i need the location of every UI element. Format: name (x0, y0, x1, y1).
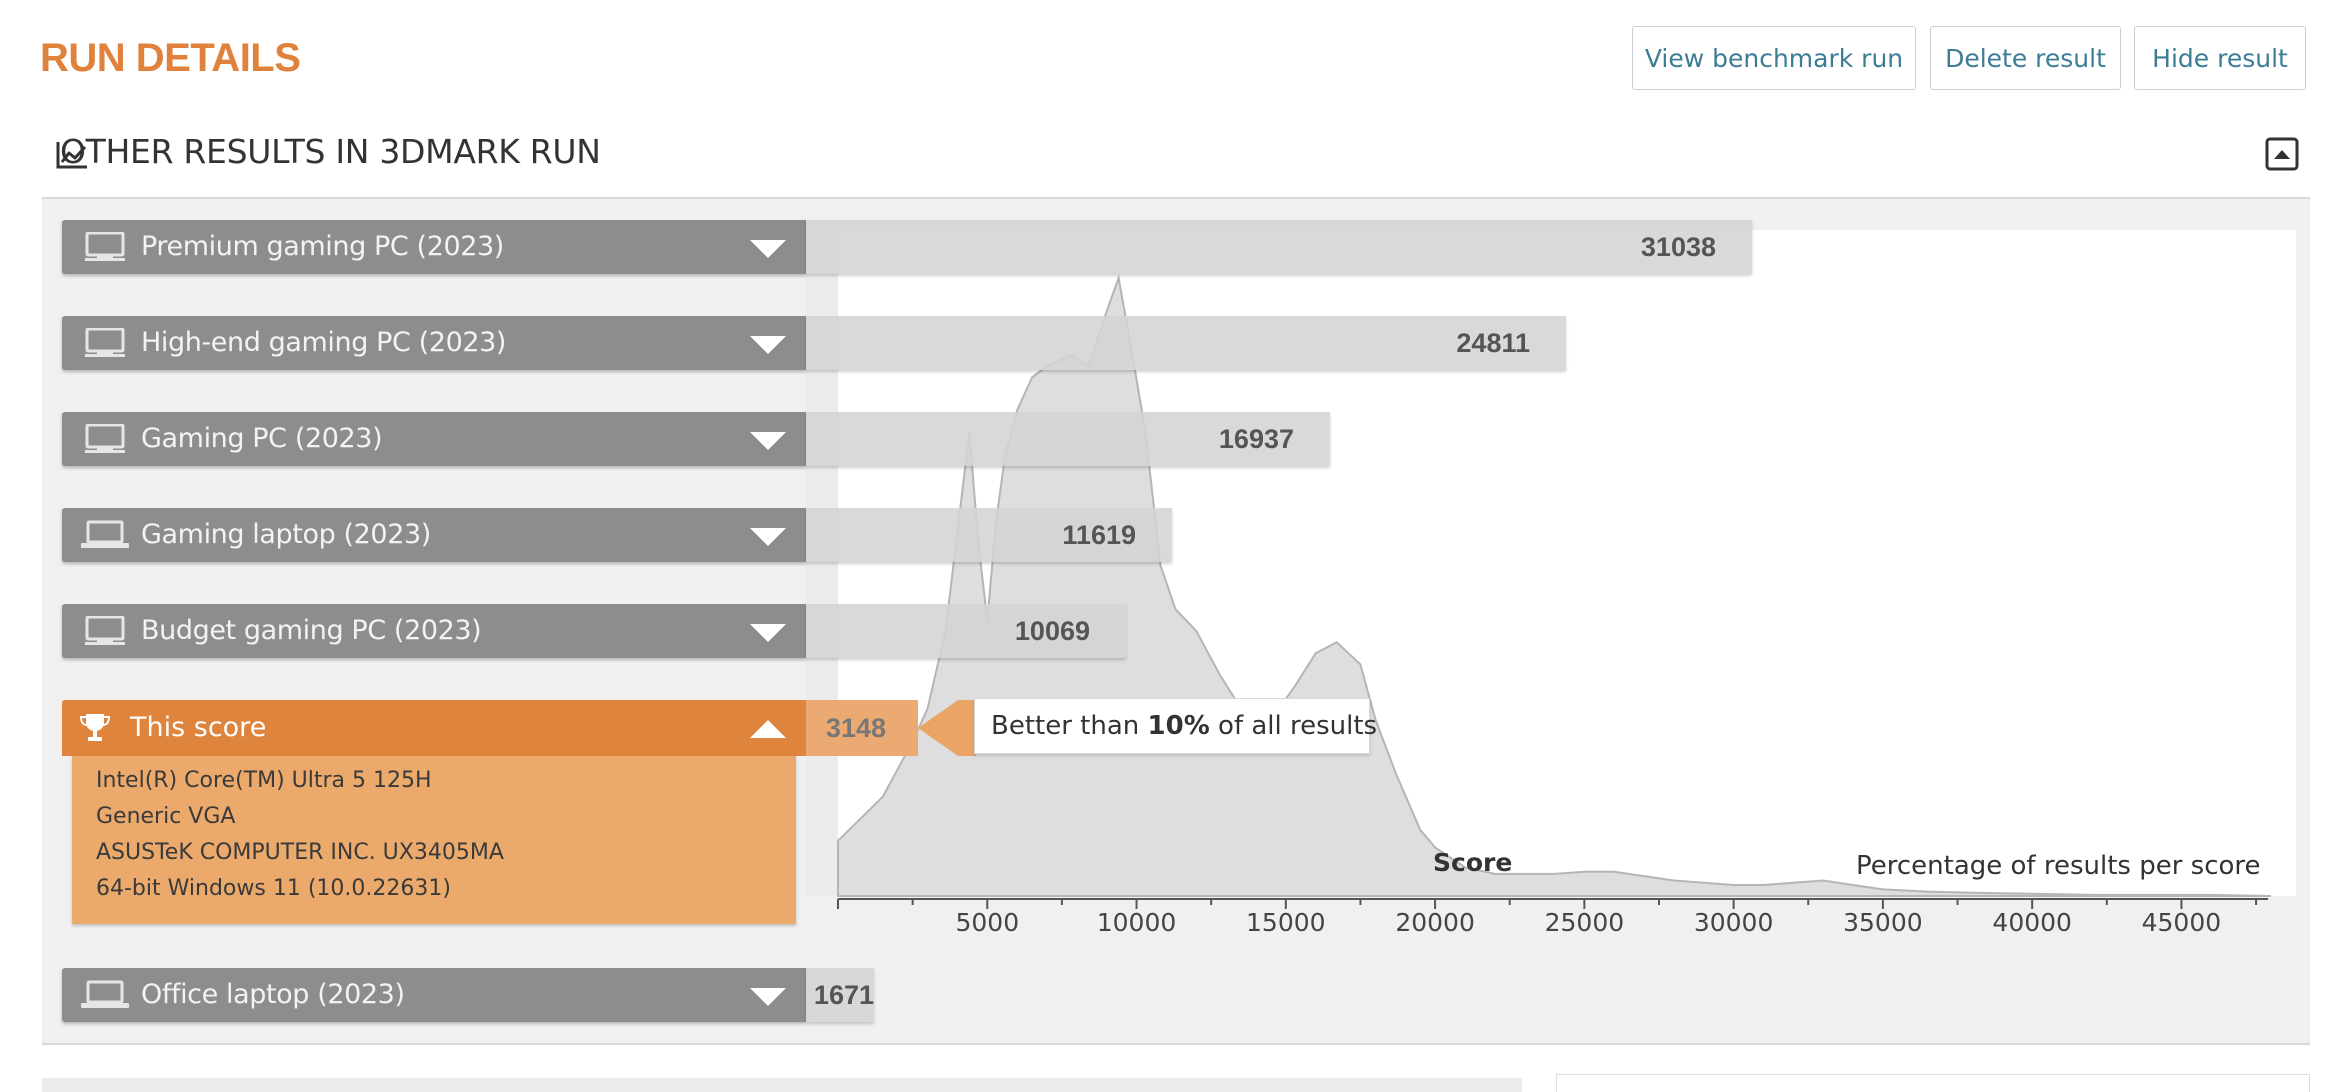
category-label: Premium gaming PC (2023) (141, 231, 504, 262)
x-tick-label: 30000 (1693, 908, 1774, 937)
category-office-laptop[interactable]: Office laptop (2023) (62, 968, 806, 1022)
category-label: Gaming PC (2023) (141, 423, 383, 454)
category-bar (806, 968, 874, 1022)
percentile-callout: Better than 10% of all results (974, 698, 1377, 754)
distribution-area (837, 274, 2272, 897)
section-title: OTHER RESULTS IN 3DMARK RUN (60, 132, 601, 171)
trophy-icon (80, 714, 110, 741)
category-label: Budget gaming PC (2023) (141, 615, 482, 646)
callout-prefix: Better than (991, 711, 1148, 741)
detail-gpu: Generic VGA (96, 804, 236, 829)
desktop-pc-icon (85, 328, 125, 357)
desktop-pc-icon (85, 424, 125, 453)
category-score: 24811 (1456, 328, 1530, 358)
category-gaming-laptop-2023[interactable]: Gaming laptop (2023) (62, 508, 806, 562)
category-label: Gaming laptop (2023) (141, 519, 431, 550)
this-score-label[interactable]: This score (62, 700, 806, 756)
category-bar (806, 604, 1126, 658)
desktop-pc-icon (85, 232, 125, 261)
category-score: 10069 (1014, 616, 1090, 646)
category-score: 11619 (1062, 520, 1136, 550)
next-section-box (1556, 1074, 2310, 1092)
x-tick-label: 45000 (2141, 908, 2222, 937)
x-axis-label: Score (1433, 848, 1513, 877)
chevron-down-icon[interactable] (750, 526, 786, 546)
category-bar (806, 316, 1566, 370)
callout-suffix: of all results (1209, 711, 1378, 741)
category-bar (806, 412, 1330, 466)
this-score-bar (806, 700, 918, 756)
x-tick-label: 25000 (1544, 908, 1625, 937)
detail-system: ASUSTeK COMPUTER INC. UX3405MA (96, 840, 504, 865)
category-label: High-end gaming PC (2023) (141, 327, 507, 358)
callout-pointer (918, 700, 976, 756)
chevron-down-icon[interactable] (750, 622, 786, 642)
panel-bottom-border (42, 1043, 2310, 1045)
section-divider (42, 197, 2310, 199)
delete-result-button[interactable]: Delete result (1930, 26, 2121, 90)
chevron-down-icon[interactable] (750, 986, 786, 1006)
category-bar (806, 508, 1172, 562)
laptop-icon (81, 520, 129, 548)
chevron-down-icon[interactable] (750, 430, 786, 450)
laptop-icon (81, 980, 129, 1008)
this-score-value: 3148 (825, 713, 886, 743)
x-tick-label: 5000 (955, 908, 1020, 937)
x-tick-label: 15000 (1246, 908, 1326, 937)
detail-os: 64-bit Windows 11 (10.0.22631) (96, 876, 451, 901)
x-tick-label: 35000 (1843, 908, 1923, 937)
category-score: 31038 (1640, 232, 1716, 262)
x-tick-label: 40000 (1992, 908, 2072, 937)
category-score: 16937 (1218, 424, 1294, 454)
category-label: Office laptop (2023) (141, 979, 405, 1010)
detail-cpu: Intel(R) Core(TM) Ultra 5 125H (96, 768, 432, 793)
hide-result-button[interactable]: Hide result (2134, 26, 2306, 90)
category-bar (806, 220, 1752, 274)
callout-percentage: 10% (1147, 711, 1210, 741)
x-tick-label: 10000 (1096, 908, 1177, 937)
category-budget-gaming-pc-2023[interactable]: Budget gaming PC (2023) (62, 604, 806, 658)
desktop-pc-icon (85, 616, 125, 645)
category-score: 1671 (813, 980, 874, 1010)
category-gaming-pc-2023[interactable]: Gaming PC (2023) (62, 412, 806, 466)
chevron-down-icon[interactable] (750, 334, 786, 354)
collapse-up-icon[interactable] (2265, 137, 2299, 171)
chevron-up-icon[interactable] (750, 718, 786, 738)
view-benchmark-run-button[interactable]: View benchmark run (1632, 26, 1916, 90)
page-title: RUN DETAILS (40, 36, 301, 80)
category-premium-gaming-pc-2023[interactable]: Premium gaming PC (2023) (62, 220, 806, 274)
category-high-end-gaming-pc-2023[interactable]: High-end gaming PC (2023) (62, 316, 806, 370)
y-axis-label: Percentage of results per score (1856, 851, 2261, 881)
this-score-text: This score (130, 712, 267, 743)
this-score-details: Intel(R) Core(TM) Ultra 5 125H Generic V… (72, 756, 796, 924)
chevron-down-icon[interactable] (750, 238, 786, 258)
x-tick-label: 20000 (1395, 908, 1475, 937)
next-section-strip (42, 1078, 1522, 1092)
line-chart-icon (56, 142, 87, 169)
